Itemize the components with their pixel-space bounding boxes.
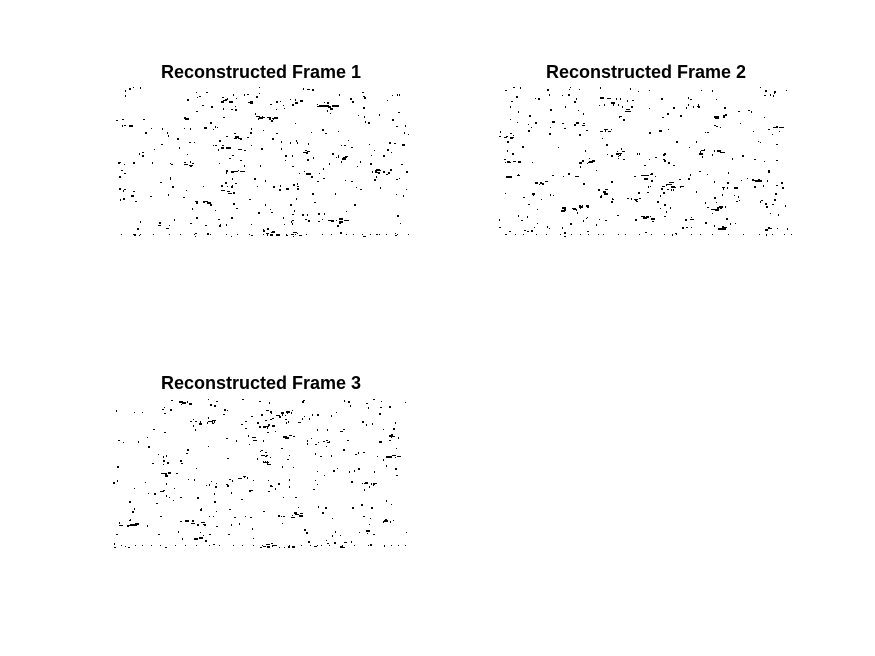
frame-3-title: Reconstructed Frame 3	[160, 373, 362, 393]
frame-2-image	[499, 87, 792, 237]
frame-1-title: Reconstructed Frame 1	[160, 62, 362, 82]
frame-3-image	[113, 399, 407, 548]
frame-2-title: Reconstructed Frame 2	[545, 62, 747, 82]
frame-1-image	[116, 87, 409, 237]
